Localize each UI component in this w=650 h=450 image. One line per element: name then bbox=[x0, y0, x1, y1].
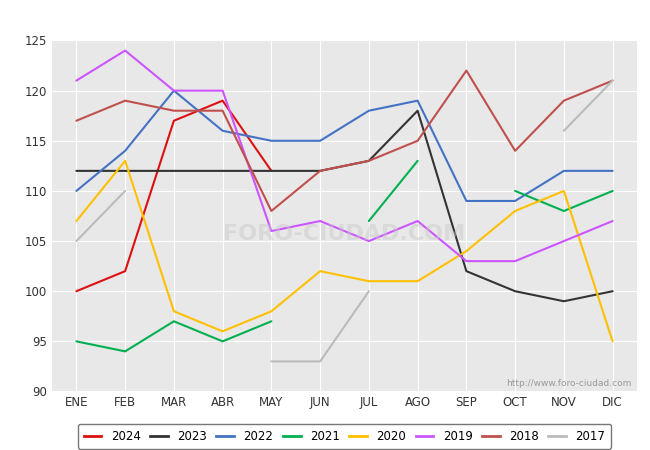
Text: http://www.foro-ciudad.com: http://www.foro-ciudad.com bbox=[506, 379, 631, 388]
Legend: 2024, 2023, 2022, 2021, 2020, 2019, 2018, 2017: 2024, 2023, 2022, 2021, 2020, 2019, 2018… bbox=[77, 424, 612, 449]
Text: FORO-CIUDAD.COM: FORO-CIUDAD.COM bbox=[224, 224, 465, 243]
Text: Afiliados en Arcicóllar a 31/5/2024: Afiliados en Arcicóllar a 31/5/2024 bbox=[170, 11, 480, 29]
